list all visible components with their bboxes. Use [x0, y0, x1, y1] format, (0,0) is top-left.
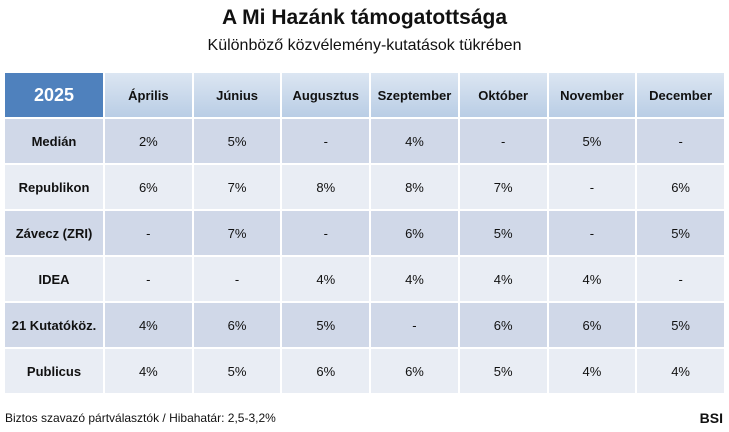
value-cell: 2%: [103, 117, 194, 165]
value-cell: 5%: [457, 209, 549, 257]
value-cell: 6%: [546, 301, 638, 349]
value-cell: 4%: [457, 255, 549, 303]
table-row: Republikon 6% 7% 8% 8% 7% -6%: [3, 163, 726, 211]
value-cell: 7%: [191, 209, 283, 257]
poll-table: 2025 Április Június Augusztus Szeptember Októ…: [3, 71, 726, 395]
value-cell: 6%: [457, 301, 549, 349]
value-cell: 6%: [103, 163, 194, 211]
value-cell: -: [191, 255, 283, 303]
table-row: Medián 2% 5% -4% -5% -: [3, 117, 726, 165]
footnote: Biztos szavazó pártválasztók / Hibahatár…: [5, 411, 276, 425]
pollster-name: Republikon: [3, 163, 105, 211]
month-header: Augusztus: [280, 71, 372, 119]
month-header: Szeptember: [369, 71, 460, 119]
value-cell: 7%: [457, 163, 549, 211]
value-cell: 7%: [191, 163, 283, 211]
value-cell: 5%: [546, 117, 638, 165]
value-cell: 4%: [546, 347, 638, 395]
value-cell: 8%: [280, 163, 372, 211]
value-cell: -: [103, 255, 194, 303]
month-header: Április: [103, 71, 194, 119]
value-cell: 5%: [191, 347, 283, 395]
year-header: 2025: [3, 71, 105, 119]
brand: BSI: [699, 410, 723, 426]
value-cell: -: [635, 117, 726, 165]
value-cell: 5%: [635, 209, 726, 257]
pollster-name: Medián: [3, 117, 105, 165]
value-cell: 6%: [369, 209, 460, 257]
value-cell: 4%: [369, 255, 460, 303]
month-header: Október: [457, 71, 549, 119]
month-header: December: [635, 71, 726, 119]
title: A Mi Hazánk támogatottsága: [221, 6, 508, 29]
table-body: Medián 2% 5% -4% -5% - Republikon 6% 7% 8% 8% 7% -6%…: [3, 117, 726, 395]
value-cell: 5%: [635, 301, 726, 349]
value-cell: -: [457, 117, 549, 165]
subtitle: Különböző közvélemény-kutatások tükrében: [207, 37, 522, 54]
value-cell: -: [369, 301, 460, 349]
value-cell: -: [280, 209, 372, 257]
pollster-name: Závecz (ZRI): [3, 209, 105, 257]
value-cell: 5%: [280, 301, 372, 349]
value-cell: 6%: [635, 163, 726, 211]
value-cell: -: [103, 209, 194, 257]
value-cell: -: [635, 255, 726, 303]
table-row: 21 Kutatóköz. 4% 6% 5% -6% 6% 5%: [3, 301, 726, 349]
value-cell: 4%: [103, 347, 194, 395]
value-cell: -: [546, 163, 638, 211]
value-cell: 5%: [191, 117, 283, 165]
value-cell: 6%: [191, 301, 283, 349]
pollster-name: IDEA: [3, 255, 105, 303]
value-cell: 4%: [280, 255, 372, 303]
header-row: 2025 Április Június Augusztus Szeptember Októ…: [3, 71, 726, 119]
value-cell: 8%: [369, 163, 460, 211]
value-cell: 4%: [103, 301, 194, 349]
table-row: Publicus 4% 5% 6% 6% 5% 4% 4%: [3, 347, 726, 395]
value-cell: 6%: [369, 347, 460, 395]
value-cell: 5%: [457, 347, 549, 395]
month-header: Június: [191, 71, 283, 119]
value-cell: -: [546, 209, 638, 257]
pollster-name: Publicus: [3, 347, 105, 395]
value-cell: -: [280, 117, 372, 165]
value-cell: 4%: [369, 117, 460, 165]
value-cell: 6%: [280, 347, 372, 395]
table-row: IDEA - -4% 4% 4% 4% -: [3, 255, 726, 303]
pollster-name: 21 Kutatóköz.: [3, 301, 105, 349]
month-header: November: [546, 71, 638, 119]
value-cell: 4%: [635, 347, 726, 395]
value-cell: 4%: [546, 255, 638, 303]
table-row: Závecz (ZRI) -7% -6% 5% -5%: [3, 209, 726, 257]
